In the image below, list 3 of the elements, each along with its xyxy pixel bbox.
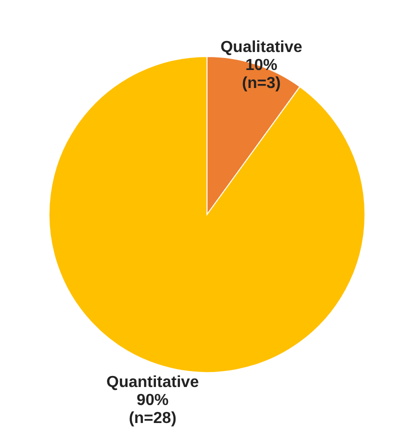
data-label: 90% (n=28) — [128, 392, 176, 427]
slice-label: Qualitative — [220, 39, 302, 56]
slice-label: Quantitative — [106, 374, 199, 391]
